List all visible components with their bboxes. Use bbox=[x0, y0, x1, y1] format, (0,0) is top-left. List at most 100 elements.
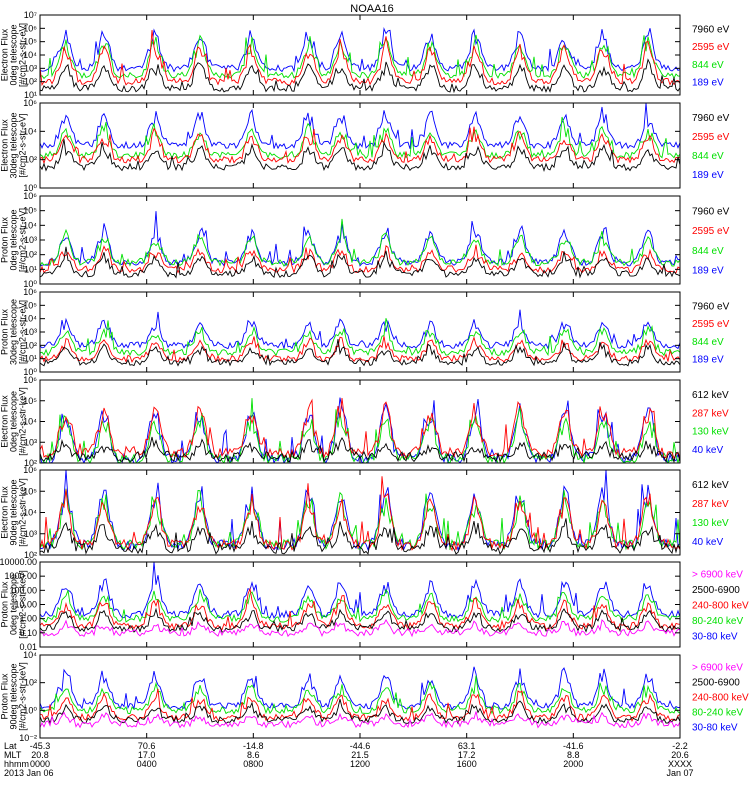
legend-label: 287 keV bbox=[692, 499, 729, 510]
y-axis-label-line: 90deg telescope bbox=[9, 479, 19, 545]
series-line-612-kev bbox=[40, 436, 680, 463]
x-tick-label-lat: 63.1 bbox=[458, 741, 476, 751]
x-tick-label-hhmm: 0000 bbox=[30, 759, 50, 769]
panel-frame bbox=[39, 14, 681, 96]
y-tick-label: 10³ bbox=[24, 327, 37, 337]
y-tick-label: 10⁰ bbox=[23, 183, 37, 193]
legend-label: 189 eV bbox=[692, 78, 724, 89]
legend-label: 844 eV bbox=[692, 60, 724, 71]
legend-label: 7960 eV bbox=[692, 24, 730, 35]
y-axis-label-line: Proton Flux bbox=[0, 673, 10, 720]
y-tick-label: 10⁻² bbox=[19, 733, 37, 743]
y-axis-label-line: Proton Flux bbox=[0, 216, 10, 263]
series-line--6900-kev bbox=[40, 618, 680, 638]
x-row-label: MLT bbox=[4, 750, 22, 760]
y-tick-label: 10² bbox=[24, 340, 37, 350]
y-axis-label-line: Electron Flux bbox=[0, 28, 10, 81]
x-tick-label-hhmm: 1600 bbox=[457, 759, 477, 769]
series-line-7960-ev bbox=[40, 139, 680, 172]
y-axis-label: MEPEDProton Flux0deg telescope[#/cm2-s-s… bbox=[0, 570, 28, 639]
x-tick-label-lat: 70.6 bbox=[138, 741, 156, 751]
y-tick-label: 10⁰ bbox=[23, 279, 37, 289]
y-axis-label-line: Electron Flux bbox=[0, 486, 10, 539]
series-line-30-80-kev bbox=[40, 666, 680, 711]
series-line-844-ev bbox=[40, 34, 680, 80]
series-line-7960-ev bbox=[40, 339, 680, 367]
y-axis-label-line: MEPED bbox=[0, 680, 1, 713]
x-tick-label-lat: -41.6 bbox=[563, 741, 584, 751]
legend-label: > 6900 keV bbox=[692, 570, 743, 581]
panel-traces bbox=[40, 397, 680, 463]
y-axis-label-line: TED bbox=[0, 322, 1, 341]
legend-label: 287 keV bbox=[692, 408, 729, 419]
y-tick-label: 10³ bbox=[24, 63, 37, 73]
series-line-287-kev bbox=[40, 398, 680, 460]
legend-label: 7960 eV bbox=[692, 301, 730, 312]
panel-7: 0.01 0.10 1.00 10.00 100.00 1000.00 10000.00 ME… bbox=[0, 557, 749, 652]
y-tick-label: 10¹ bbox=[24, 90, 37, 100]
y-axis-label-line: [#/cm2-s-str-keV] bbox=[18, 662, 28, 731]
y-tick-label: 10⁶ bbox=[23, 287, 37, 297]
legend-label: 80-240 keV bbox=[692, 616, 743, 627]
legend-label: 189 eV bbox=[692, 170, 724, 181]
series-line-287-kev bbox=[40, 476, 680, 552]
x-tick-label-date: Jan 06 bbox=[26, 768, 53, 778]
panel-2: 10⁰ 10² 10⁴ 10⁶ TEDElectron Flux30deg telesc… bbox=[0, 98, 730, 193]
legend-label: 612 keV bbox=[692, 390, 729, 401]
y-tick-label: 10² bbox=[24, 155, 37, 165]
panel-traces bbox=[40, 470, 680, 555]
panel-frame bbox=[39, 102, 681, 189]
y-tick-label: 10¹ bbox=[24, 354, 37, 364]
y-axis-label: MEPEDProton Flux90deg telescope[#/cm2-s-… bbox=[0, 662, 28, 731]
legend-label: 7960 eV bbox=[692, 113, 730, 124]
y-axis-label-line: Proton Flux bbox=[0, 581, 10, 628]
y-tick-label: 10³ bbox=[24, 235, 37, 245]
y-tick-label: 10⁵ bbox=[23, 300, 37, 310]
y-axis-label-line: MEPED bbox=[0, 588, 1, 621]
y-axis-label-line: MEPED bbox=[0, 496, 1, 529]
y-tick-label: 10.00 bbox=[14, 600, 37, 610]
y-tick-label: 10⁶ bbox=[23, 375, 37, 385]
series-line-2595-ev bbox=[40, 244, 680, 274]
panel-frame bbox=[39, 561, 681, 648]
series-line-189-ev bbox=[40, 27, 680, 73]
x-tick-label-mlt: 20.8 bbox=[31, 750, 49, 760]
y-axis-label-line: TED bbox=[0, 45, 1, 64]
x-tick-label-lat: -45.3 bbox=[30, 741, 51, 751]
y-tick-label: 10⁴ bbox=[23, 314, 37, 324]
y-axis-label-line: [#/cm2-s-str-eV] bbox=[18, 113, 28, 177]
y-tick-label: 10⁶ bbox=[23, 98, 37, 108]
series-line-7960-ev bbox=[40, 58, 680, 94]
x-tick-label-hhmm: 2000 bbox=[563, 759, 583, 769]
series-line-2595-ev bbox=[40, 336, 680, 363]
panel-traces bbox=[40, 309, 680, 367]
x-tick-label-hhmm: 1200 bbox=[350, 759, 370, 769]
panel-frame bbox=[39, 379, 681, 464]
legend-label: > 6900 keV bbox=[692, 662, 743, 673]
series-line-30-80-kev bbox=[40, 562, 680, 619]
series-line-189-ev bbox=[40, 103, 680, 150]
x-tick-label-hhmm: 0800 bbox=[243, 759, 263, 769]
legend-label: 2500-6900 bbox=[692, 585, 740, 596]
x-tick-label-mlt: 17.2 bbox=[458, 750, 476, 760]
y-tick-label: 10⁰ bbox=[23, 367, 37, 377]
y-tick-label: 10⁴ bbox=[23, 50, 37, 60]
y-tick-label: 10⁵ bbox=[23, 206, 37, 216]
y-tick-label: 10¹ bbox=[24, 264, 37, 274]
y-axis-label-line: Electron Flux bbox=[0, 119, 10, 172]
y-tick-label: 10⁵ bbox=[23, 396, 37, 406]
y-tick-label: 1000.00 bbox=[4, 571, 37, 581]
y-tick-label: 10⁴ bbox=[23, 220, 37, 230]
y-axis-label: TEDElectron Flux0deg telescope[#/cm2-s-s… bbox=[0, 23, 28, 87]
x-tick-label-lat: -14.8 bbox=[243, 741, 264, 751]
y-axis-label: TEDProton Flux0deg telescope[#/cm2-s-str… bbox=[0, 208, 28, 272]
x-tick-label-mlt: 20.6 bbox=[671, 750, 689, 760]
y-tick-label: 10⁴ bbox=[23, 650, 37, 660]
y-tick-label: 10⁶ bbox=[23, 191, 37, 201]
y-axis-label-line: 0deg telescope bbox=[9, 391, 19, 452]
y-axis-label-line: [#/cm2-s-str-eV] bbox=[18, 208, 28, 272]
legend-label: 844 eV bbox=[692, 337, 724, 348]
y-axis-label-line: [#/cm2-s-str-eV] bbox=[18, 23, 28, 87]
x-tick-label-mlt: 17.0 bbox=[138, 750, 156, 760]
